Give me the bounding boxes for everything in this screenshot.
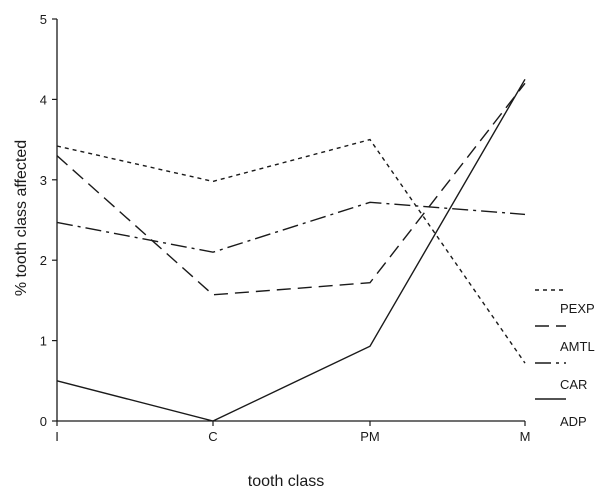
- y-ticks: 0 1 2 3 4 5: [40, 12, 57, 429]
- legend-label-pexp: PEXP: [560, 301, 595, 316]
- x-tick-label: I: [55, 429, 59, 444]
- x-axis-title: tooth class: [248, 473, 324, 490]
- y-axis-title: % tooth class affected: [13, 140, 30, 296]
- legend-label-adp: ADP: [560, 414, 587, 429]
- x-tick-label: M: [520, 429, 531, 444]
- y-tick-label: 0: [40, 414, 47, 429]
- y-tick-label: 5: [40, 12, 47, 27]
- series-line-amtl: [56, 82, 526, 296]
- series-lines: [56, 78, 526, 422]
- series-line-pexp: [56, 138, 526, 364]
- y-tick-label: 3: [40, 173, 47, 188]
- legend: PEXP AMTL CAR ADP: [535, 289, 595, 429]
- x-tick-label: C: [208, 429, 217, 444]
- chart-axes: [56, 19, 525, 422]
- x-ticks: I C PM M: [55, 421, 530, 444]
- x-tick-label: PM: [360, 429, 380, 444]
- legend-label-car: CAR: [560, 377, 587, 392]
- y-tick-label: 4: [40, 92, 47, 107]
- legend-label-amtl: AMTL: [560, 339, 595, 354]
- series-line-car: [56, 201, 526, 253]
- y-tick-label: 2: [40, 253, 47, 268]
- y-tick-label: 1: [40, 334, 47, 349]
- series-line-adp: [56, 78, 526, 422]
